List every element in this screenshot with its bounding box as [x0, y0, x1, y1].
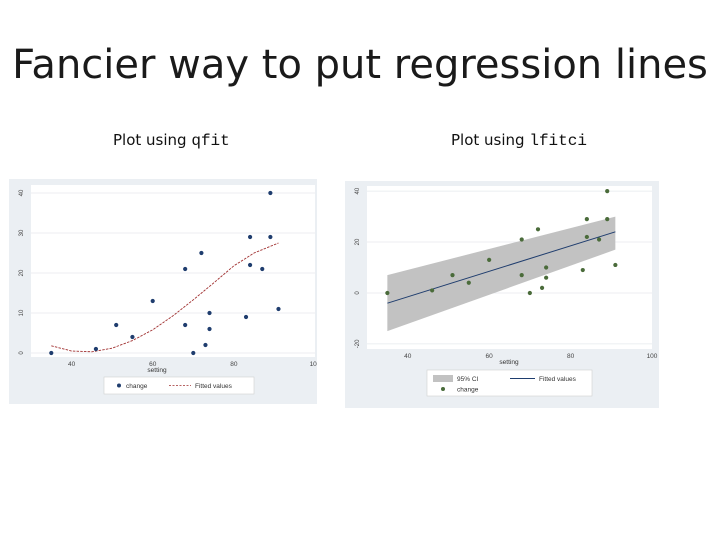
- qfit-y-tick-label: 30: [19, 229, 25, 236]
- qfit-x-axis-label: setting: [147, 367, 167, 374]
- lfitci-x-tick-label: 80: [567, 353, 575, 360]
- qfit-y-tick-label: 10: [19, 309, 25, 316]
- qfit-data-point: [268, 234, 273, 240]
- left-caption-command: qfit: [191, 132, 230, 150]
- qfit-data-point: [203, 342, 208, 348]
- lfitci-y-tick-labels: -20 0 20 40: [355, 187, 361, 348]
- qfit-x-tick-label: 40: [68, 361, 76, 368]
- lfitci-legend-label-ci: 95% CI: [457, 376, 479, 383]
- right-plot-caption: Plot using lfitci: [451, 131, 587, 150]
- lfitci-y-tick-label: 0: [355, 291, 361, 295]
- qfit-x-tick-label: 80: [230, 361, 238, 368]
- lfitci-data-point: [544, 265, 549, 270]
- qfit-chart: 0 10 20 30 40 40 60 80 100 setting change Fitte…: [9, 179, 321, 404]
- qfit-y-tick-labels: 0 10 20 30 40: [19, 189, 25, 355]
- qfit-legend-marker-change: [117, 383, 121, 388]
- qfit-data-point: [93, 346, 99, 352]
- lfitci-x-axis-label: setting: [499, 359, 519, 366]
- lfitci-x-tick-label: 100: [647, 353, 658, 360]
- lfitci-fit-line: [387, 231, 616, 304]
- lfitci-data-point: [580, 267, 585, 273]
- lfitci-y-tick-label: 40: [355, 187, 361, 194]
- qfit-data-point: [243, 314, 249, 320]
- lfitci-legend-label-change: change: [457, 387, 479, 394]
- qfit-data-point: [247, 234, 253, 240]
- lfitci-data-point: [613, 262, 618, 268]
- lfitci-confidence-band: [387, 216, 616, 332]
- qfit-data-point: [191, 350, 196, 356]
- qfit-gridlines: [31, 192, 315, 354]
- lfitci-data-point: [519, 237, 524, 242]
- qfit-data-point: [199, 250, 204, 256]
- lfitci-x-tick-label: 60: [486, 353, 494, 360]
- qfit-data-points: [49, 190, 281, 356]
- qfit-data-point: [183, 322, 188, 328]
- lfitci-data-point: [487, 257, 492, 262]
- qfit-legend-label-change: change: [126, 383, 148, 390]
- right-caption-text: Plot using: [451, 131, 525, 149]
- qfit-data-point: [276, 306, 281, 312]
- qfit-y-tick-label: 0: [19, 351, 25, 355]
- qfit-data-point: [268, 190, 273, 196]
- qfit-fitted-curve: [51, 242, 279, 353]
- lfitci-data-point: [539, 285, 545, 290]
- lfitci-legend-box: [426, 369, 593, 397]
- qfit-legend-box: [103, 376, 255, 395]
- lfitci-data-point: [605, 188, 610, 194]
- qfit-x-tick-label: 100: [310, 361, 317, 368]
- lfitci-data-point: [535, 227, 541, 232]
- lfitci-data-point: [519, 273, 524, 278]
- left-plot-caption: Plot using qfit: [113, 131, 230, 150]
- lfitci-y-tick-label: 20: [355, 238, 361, 245]
- qfit-plot-area: [31, 185, 315, 357]
- lfitci-data-point: [466, 280, 471, 285]
- slide-title: Fancier way to put regression lines: [12, 42, 708, 88]
- qfit-data-point: [260, 266, 265, 272]
- lfitci-chart-svg: -20 0 20 40 40 60 80 100 setting 95% CI Fitted…: [355, 186, 658, 397]
- left-caption-text: Plot using: [113, 131, 187, 149]
- lfitci-data-points: [385, 188, 618, 296]
- qfit-y-tick-label: 40: [19, 189, 25, 196]
- qfit-x-tick-label: 60: [149, 361, 157, 368]
- qfit-data-point: [150, 298, 155, 304]
- lfitci-data-point: [385, 290, 390, 296]
- lfitci-data-point: [527, 290, 532, 296]
- lfitci-chart: -20 0 20 40 40 60 80 100 setting 95% CI Fitted…: [345, 181, 659, 408]
- lfitci-data-point: [596, 237, 602, 242]
- qfit-data-point: [207, 326, 212, 332]
- lfitci-legend-swatch-ci: [433, 375, 453, 382]
- qfit-data-point: [247, 262, 253, 268]
- lfitci-data-point: [430, 288, 435, 293]
- qfit-y-tick-label: 20: [19, 269, 25, 276]
- qfit-legend-label-fitted: Fitted values: [195, 383, 233, 390]
- right-caption-command: lfitci: [529, 132, 587, 150]
- qfit-data-point: [49, 350, 54, 356]
- lfitci-ci-band: [387, 216, 616, 332]
- lfitci-fitted-line: [387, 231, 616, 304]
- lfitci-data-point: [450, 273, 455, 278]
- qfit-data-point: [183, 266, 188, 272]
- lfitci-x-tick-labels: 40 60 80 100: [404, 353, 658, 360]
- lfitci-legend-marker-change: [441, 387, 445, 391]
- qfit-data-point: [130, 334, 135, 340]
- qfit-x-tick-labels: 40 60 80 100: [68, 361, 321, 368]
- lfitci-y-tick-label: -20: [355, 339, 361, 348]
- lfitci-x-tick-label: 40: [404, 353, 412, 360]
- qfit-data-point: [114, 322, 119, 328]
- qfit-chart-svg: 0 10 20 30 40 40 60 80 100 setting change Fitte…: [19, 185, 321, 395]
- lfitci-data-point: [605, 217, 610, 222]
- lfitci-legend-label-fitted: Fitted values: [539, 376, 577, 383]
- lfitci-data-point: [544, 275, 549, 280]
- qfit-data-point: [207, 310, 212, 316]
- lfitci-data-point: [584, 234, 589, 240]
- lfitci-data-point: [584, 217, 589, 222]
- qfit-fit-line: [51, 242, 279, 353]
